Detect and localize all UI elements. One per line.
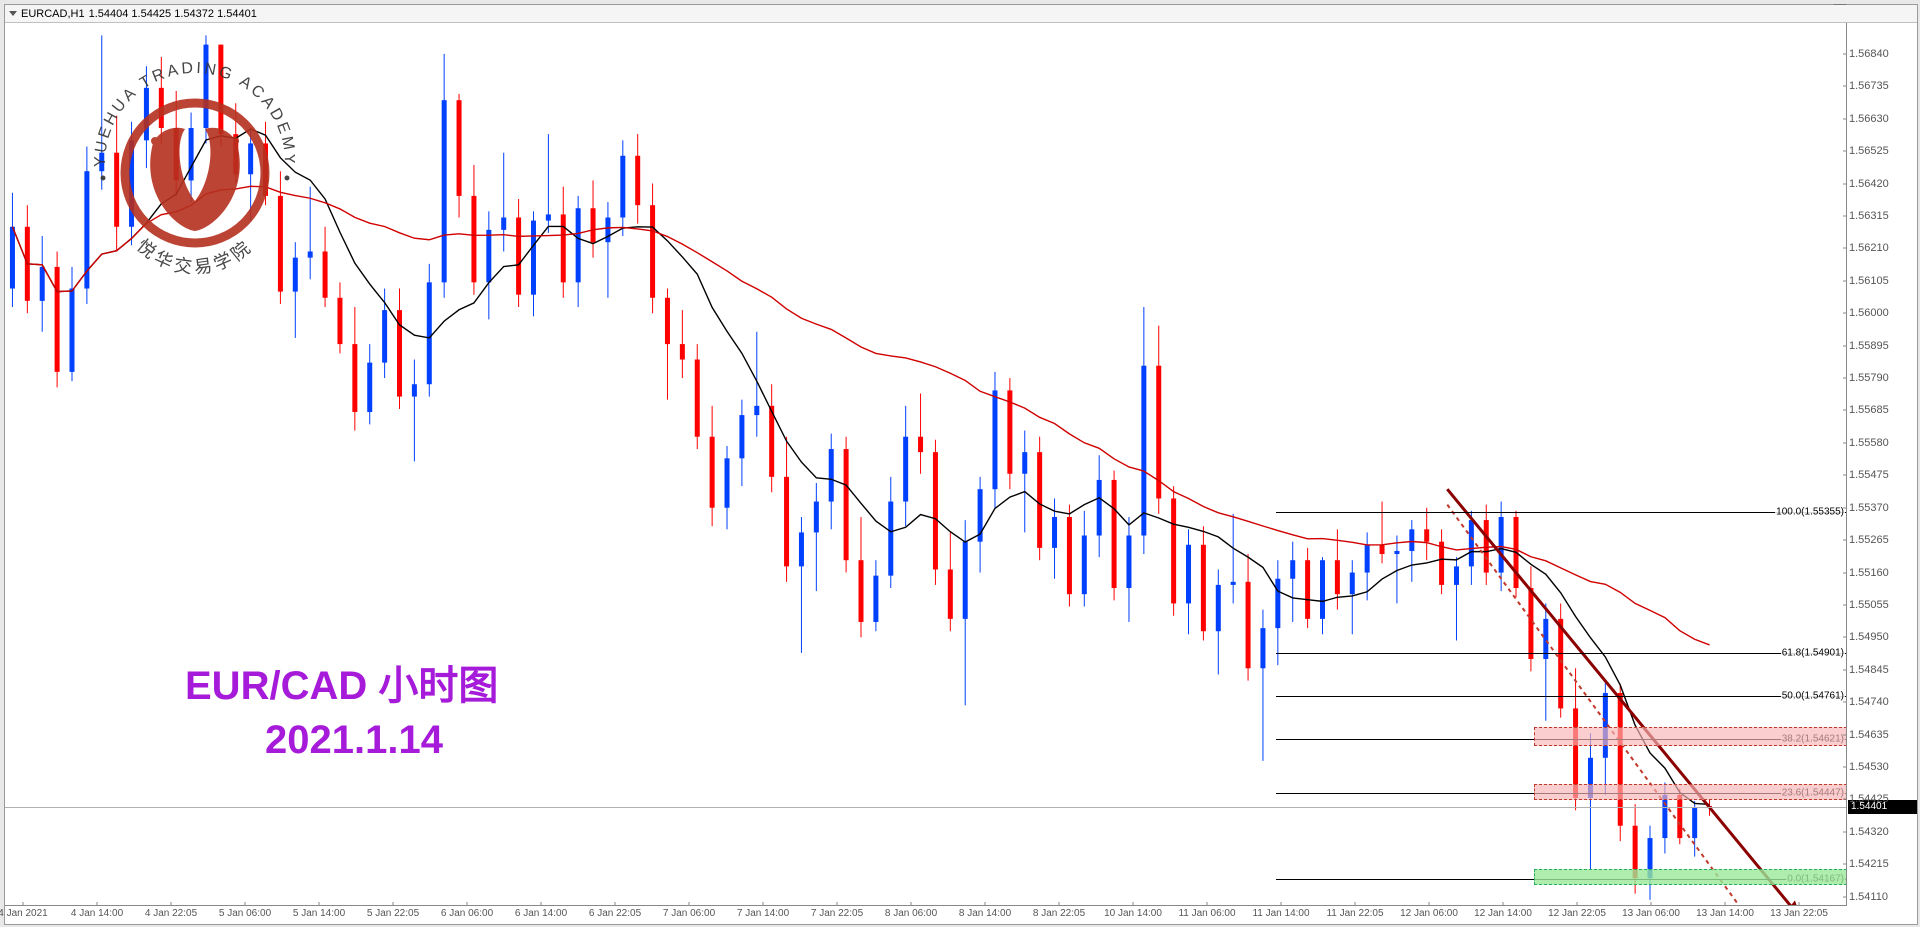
y-tick-label: 1.55160 xyxy=(1849,567,1889,579)
ohlc-o: 1.54404 xyxy=(89,8,129,20)
fib-label-100.0: 100.0(1.55355) xyxy=(1775,507,1845,518)
y-tick-label: 1.56105 xyxy=(1849,275,1889,287)
x-tick-label: 13 Jan 22:05 xyxy=(1770,908,1828,919)
y-tick-label: 1.54110 xyxy=(1849,891,1888,903)
y-tick-label: 1.55370 xyxy=(1849,502,1889,514)
y-tick-label: 1.54845 xyxy=(1849,664,1889,676)
ohlc-l: 1.54372 xyxy=(174,8,214,20)
y-tick-label: 1.54950 xyxy=(1849,631,1889,643)
y-tick-label: 1.56840 xyxy=(1849,48,1889,60)
ohlc-h: 1.54425 xyxy=(131,8,171,20)
price-plot[interactable]: 100.0(1.55355) 61.8(1.54901) 50.0(1.54761)… xyxy=(5,23,1847,906)
y-tick-label: 1.55265 xyxy=(1849,534,1889,546)
y-tick-label: 1.54215 xyxy=(1849,858,1889,870)
chart-window: EURCAD,H1 1.54404 1.54425 1.54372 1.5440… xyxy=(0,0,1920,927)
y-axis: 1.54401 1.568401.567351.566301.565251.56… xyxy=(1846,23,1917,906)
y-tick-label: 1.56735 xyxy=(1849,80,1889,92)
x-tick-label: 11 Jan 22:05 xyxy=(1326,908,1383,919)
current-price-line xyxy=(5,807,1847,808)
fib-zone xyxy=(1534,869,1847,885)
x-tick-label: 6 Jan 22:05 xyxy=(589,908,641,919)
fib-line-61.8 xyxy=(1276,653,1847,654)
y-tick-label: 1.56000 xyxy=(1849,307,1889,319)
y-tick-label: 1.54635 xyxy=(1849,729,1889,741)
fib-zone xyxy=(1534,727,1847,746)
x-tick-label: 4 Jan 14:00 xyxy=(71,908,123,919)
y-tick-label: 1.54320 xyxy=(1849,826,1889,838)
x-tick-label: 11 Jan 14:00 xyxy=(1252,908,1309,919)
y-tick-label: 1.55895 xyxy=(1849,340,1889,352)
x-tick-label: 6 Jan 06:00 xyxy=(441,908,493,919)
fib-line-100.0 xyxy=(1276,512,1847,513)
y-tick-label: 1.56210 xyxy=(1849,242,1889,254)
y-tick-label: 1.55055 xyxy=(1849,599,1889,611)
x-tick-label: 8 Jan 06:00 xyxy=(885,908,937,919)
x-tick-label: 7 Jan 06:00 xyxy=(663,908,715,919)
x-tick-label: 13 Jan 06:00 xyxy=(1622,908,1680,919)
fib-line-50.0 xyxy=(1276,696,1847,697)
x-tick-label: 11 Jan 06:00 xyxy=(1178,908,1235,919)
overlay-title-line1: EUR/CAD 小时图 xyxy=(185,653,498,711)
y-tick-label: 1.54425 xyxy=(1849,793,1889,805)
x-tick-label: 7 Jan 14:00 xyxy=(737,908,789,919)
x-tick-label: 12 Jan 14:00 xyxy=(1474,908,1532,919)
y-tick-label: 1.54530 xyxy=(1849,761,1889,773)
y-tick-label: 1.56525 xyxy=(1849,145,1889,157)
chart-frame: EURCAD,H1 1.54404 1.54425 1.54372 1.5440… xyxy=(4,4,1918,925)
instrument-label: EURCAD,H1 xyxy=(21,8,85,20)
y-tick-label: 1.55475 xyxy=(1849,469,1889,481)
x-tick-label: 8 Jan 22:05 xyxy=(1033,908,1085,919)
x-tick-label: 5 Jan 22:05 xyxy=(367,908,419,919)
x-tick-label: 12 Jan 22:05 xyxy=(1548,908,1606,919)
x-tick-label: 6 Jan 14:00 xyxy=(515,908,567,919)
x-tick-label: 4 Jan 22:05 xyxy=(145,908,197,919)
y-tick-label: 1.56630 xyxy=(1849,113,1889,125)
y-tick-label: 1.55790 xyxy=(1849,372,1889,384)
x-axis: 4 Jan 20214 Jan 14:004 Jan 22:055 Jan 06… xyxy=(5,905,1847,924)
y-tick-label: 1.55685 xyxy=(1849,404,1889,416)
chart-title-bar[interactable]: EURCAD,H1 1.54404 1.54425 1.54372 1.5440… xyxy=(5,5,1917,23)
y-tick-label: 1.56315 xyxy=(1849,210,1889,222)
x-tick-label: 8 Jan 14:00 xyxy=(959,908,1011,919)
x-tick-label: 12 Jan 06:00 xyxy=(1400,908,1458,919)
x-tick-label: 10 Jan 14:00 xyxy=(1104,908,1162,919)
ohlc-c: 1.54401 xyxy=(217,8,257,20)
y-tick-label: 1.54740 xyxy=(1849,696,1889,708)
x-tick-label: 5 Jan 06:00 xyxy=(219,908,271,919)
y-tick-label: 1.56420 xyxy=(1849,178,1889,190)
fib-label-61.8: 61.8(1.54901) xyxy=(1781,647,1845,658)
x-tick-label: 7 Jan 22:05 xyxy=(811,908,863,919)
x-tick-label: 13 Jan 14:00 xyxy=(1696,908,1754,919)
dropdown-icon[interactable] xyxy=(9,11,17,16)
fib-label-50.0: 50.0(1.54761) xyxy=(1781,690,1845,701)
overlay-title-line2: 2021.1.14 xyxy=(265,718,443,763)
x-tick-label: 4 Jan 2021 xyxy=(0,908,48,919)
x-tick-label: 5 Jan 14:00 xyxy=(293,908,345,919)
fib-zone xyxy=(1534,784,1847,800)
candles-svg xyxy=(5,23,1847,906)
y-tick-label: 1.55580 xyxy=(1849,437,1889,449)
